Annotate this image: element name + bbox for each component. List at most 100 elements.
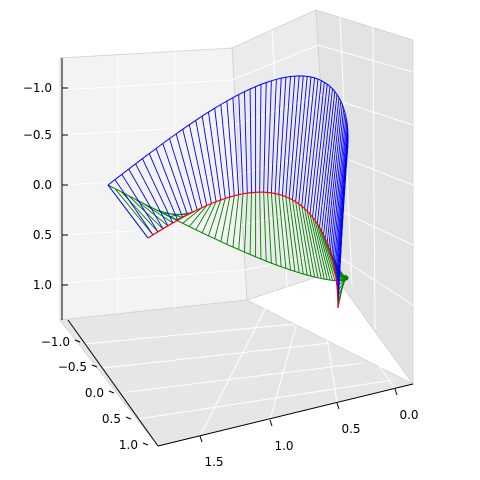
blue-ruling [334,130,349,272]
grid-line [234,94,322,126]
z-tick-label: 0.0 [33,178,52,192]
green-ruling [301,206,316,278]
green-ruling [316,223,333,281]
blue-ruling [328,108,345,248]
grid-line [59,174,239,186]
blue-ruling [155,148,184,218]
green-ruling [220,196,231,242]
grid-line [119,362,364,394]
blue-ruling [169,138,193,213]
x-tick-mark [394,388,398,396]
y-tick-label: 1.0 [119,438,138,452]
green-ruling [292,199,304,275]
green-ruling [288,198,300,273]
grid-line [102,342,331,369]
green-ruling [195,203,212,230]
blue-ruling [182,129,203,208]
blue-surface [107,75,349,309]
green-ruling [298,203,312,277]
green-ruling [312,217,328,280]
blue-ruling [188,124,208,206]
green-ruling [304,208,319,278]
z-ticks: 1.0 0.5 0.0 −0.5 −1.0 [23,81,68,292]
x-tick-label: 0.5 [341,422,360,436]
x-tick-mark [269,419,273,427]
blue-ruling [249,89,252,193]
blue-ruling [333,125,348,267]
green-ruling [135,198,169,227]
blue-series-line [107,75,349,186]
green-ruling [259,192,262,260]
y-tick-mark [91,364,98,368]
grid-line [137,379,394,420]
grid-line [330,251,414,306]
blue-ruling [208,112,222,201]
green-ruling [208,199,222,236]
blue-ruling [326,104,343,244]
blue-ruling [298,76,312,204]
blue-ruling [244,91,248,194]
grid-line [231,44,319,81]
green-series-line [107,184,349,282]
blue-ruling [288,75,300,199]
blue-ruling [324,101,342,240]
blue-ruling [323,97,340,235]
y-tick-label: −1.0 [41,335,70,349]
blue-ruling [263,82,267,193]
y-ticks: −1.0 −0.5 0.0 0.5 1.0 [41,335,149,452]
blue-ruling [304,79,319,209]
y-tick-mark [108,390,115,394]
blue-ruling [201,116,217,202]
grid-line [59,124,236,136]
green-ruling [182,207,203,224]
x-axis-line [157,383,414,447]
blue-ruling [331,116,347,257]
y-tick-label: 0.0 [85,386,104,400]
blue-ruling [148,153,179,221]
blue-ruling [135,163,169,227]
blue-ruling [226,100,235,196]
green-ruling [270,192,277,266]
blue-ruling [337,167,346,309]
blue-ruling [301,77,316,207]
green-ruling [244,193,248,253]
x-ticks: 1.5 1.0 0.5 0.0 [199,388,419,469]
green-ruling [314,220,331,281]
y-tick-mark [125,416,132,420]
green-ruling [114,188,154,236]
blue-ruling [335,135,349,277]
blue-ruling [295,76,308,202]
y-tick-label: 0.5 [102,412,121,426]
grid-line [271,29,288,288]
blue-ruling [107,184,149,239]
blue-ruling [319,91,336,228]
grid-line [59,79,233,91]
y-tick-mark [74,339,81,343]
grid-line [83,323,296,345]
x-tick-label: 1.0 [274,439,293,453]
blue-ruling [274,78,282,194]
green-ruling [201,201,217,233]
blue-ruling [128,168,164,230]
right-pane [315,9,414,386]
green-ruling [249,192,252,255]
blue-ruling [332,121,348,262]
blue-ruling [121,174,159,233]
z-tick-label: 0.5 [33,228,52,242]
blue-ruling [232,97,240,195]
blue-ruling [220,104,231,198]
blue-ruling [259,84,262,193]
blue-ruling [306,80,322,212]
blue-ruling [267,80,272,193]
green-ruling [285,196,296,272]
green-ruling [232,194,240,248]
x-tick-mark [336,402,340,410]
green-ruling [238,193,244,250]
z-tick-label: −0.5 [23,128,52,142]
blue-ruling [214,108,226,199]
green-ruling [263,192,267,262]
blue-ruling [278,77,287,195]
blue-ruling [309,82,325,215]
green-ruling [319,227,336,281]
blue-ruling [195,120,212,204]
